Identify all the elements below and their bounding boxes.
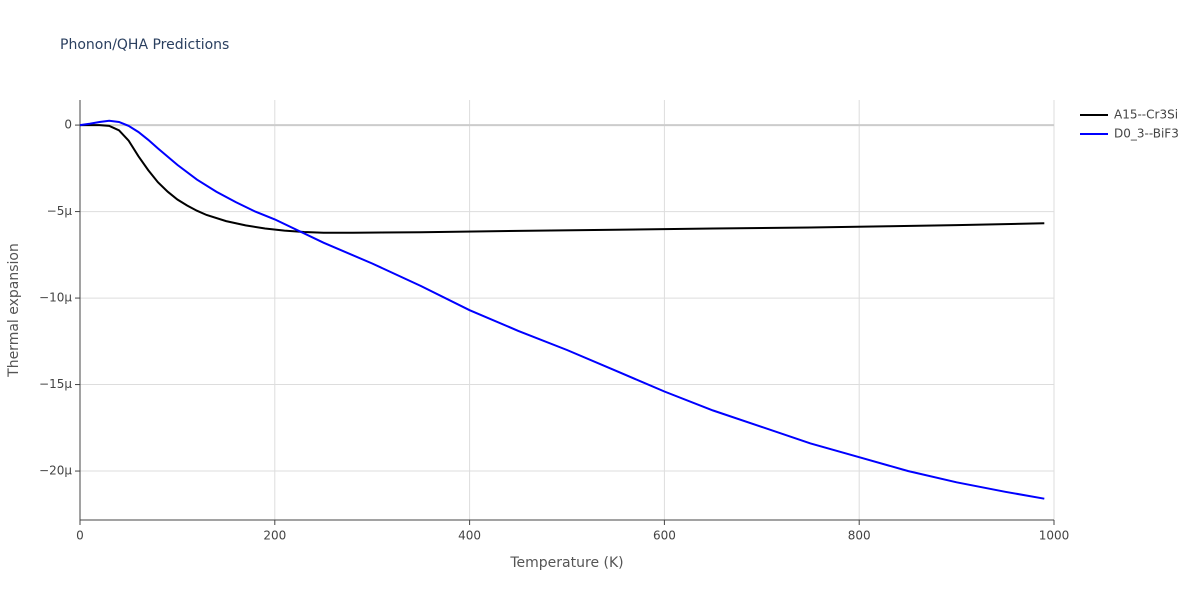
x-tick-label: 200 [263,529,286,543]
legend-label: D0_3--BiF3 [1114,127,1179,141]
x-tick-label: 600 [653,529,676,543]
chart-title: Phonon/QHA Predictions [60,37,229,53]
y-axis-title: Thermal expansion [6,243,22,378]
x-axis-title: Temperature (K) [509,555,623,571]
x-tick-label: 400 [458,529,481,543]
legend-label: A15--Cr3Si [1114,108,1178,122]
y-tick-label: 0 [64,118,72,132]
x-tick-label: 0 [76,529,84,543]
y-tick-label: −20μ [39,464,72,478]
y-tick-label: −15μ [39,377,72,391]
data-line [79,119,1045,500]
data-line [80,124,1045,234]
y-tick-label: −5μ [47,204,73,218]
x-tick-label: 800 [848,529,871,543]
x-tick-label: 1000 [1039,529,1070,543]
y-tick-label: −10μ [39,291,72,305]
